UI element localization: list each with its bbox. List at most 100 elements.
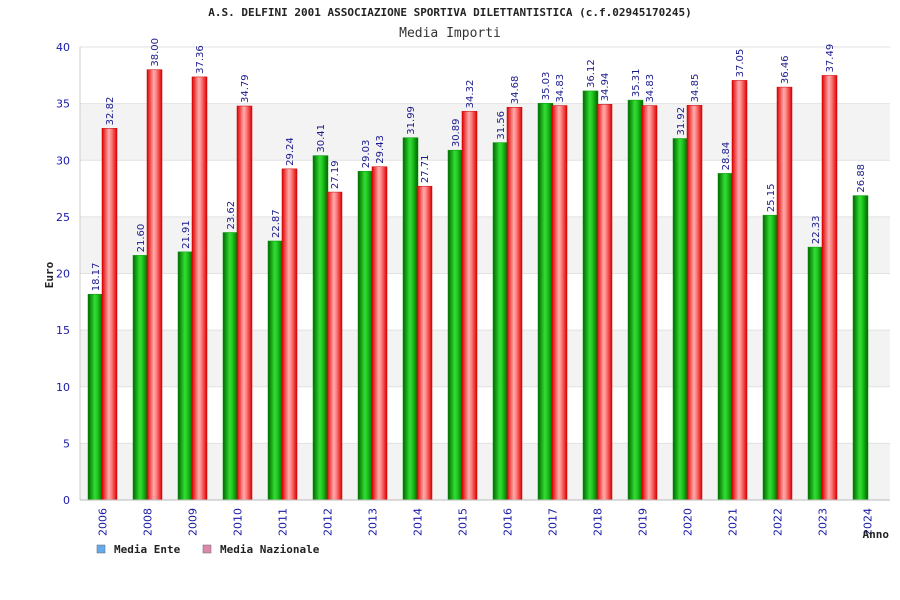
y-tick-label: 0 (63, 494, 70, 507)
y-tick-label: 20 (56, 268, 70, 281)
label-media-nazionale-2012: 27.19 (330, 160, 341, 189)
plot-band (80, 330, 890, 387)
legend-label-media-nazionale: Media Nazionale (220, 543, 320, 556)
y-tick-label: 25 (56, 211, 70, 224)
plot-band (80, 443, 890, 500)
label-media-ente-2023: 22.33 (811, 215, 822, 244)
y-tick-label: 40 (56, 41, 70, 54)
bar-media-nazionale-2023 (821, 75, 838, 501)
x-tick-label-2021: 2021 (727, 508, 740, 536)
plot-band (80, 386, 890, 444)
bar-media-nazionale-2015 (461, 111, 478, 501)
x-tick-label-2024: 2024 (862, 508, 875, 536)
bar-media-ente-2018 (582, 90, 599, 501)
bar-media-nazionale-2020 (686, 105, 703, 501)
bar-media-ente-2014 (402, 137, 419, 501)
y-tick-label: 30 (56, 154, 70, 167)
plot-band (80, 160, 890, 217)
plot-band (80, 103, 890, 161)
label-media-ente-2017: 35.03 (541, 72, 552, 101)
x-tick-label-2010: 2010 (232, 508, 245, 536)
y-tick-label: 5 (63, 437, 70, 450)
bar-media-ente-2013 (357, 170, 374, 501)
bar-media-ente-2022 (762, 214, 779, 501)
bar-media-nazionale-2008 (146, 69, 163, 501)
x-tick-labels: 2006 2008 2009 2010 2011 2012 2013 2014 2015 2016… (97, 508, 875, 536)
bar-media-nazionale-2017 (551, 105, 568, 501)
y-tick-labels: 0 5 10 15 20 25 30 35 40 (56, 41, 70, 507)
bar-media-nazionale-2013 (371, 166, 388, 501)
label-media-nazionale-2019: 34.83 (645, 74, 656, 103)
x-tick-label-2011: 2011 (277, 508, 290, 536)
label-media-ente-2020: 31.92 (676, 107, 687, 136)
x-tick-label-2020: 2020 (682, 508, 695, 536)
bar-media-ente-2021 (717, 173, 734, 501)
plot-background (80, 47, 890, 500)
y-axis-label: Euro (43, 261, 56, 288)
bar-media-ente-2011 (267, 240, 284, 501)
label-media-ente-2010: 23.62 (226, 201, 237, 230)
label-media-nazionale-2016: 34.68 (510, 76, 521, 105)
label-media-ente-2015: 30.89 (451, 119, 462, 148)
label-media-nazionale-2018: 34.94 (600, 73, 611, 102)
label-media-ente-2009: 21.91 (181, 220, 192, 249)
label-media-nazionale-2009: 37.36 (195, 45, 206, 74)
bar-media-nazionale-2022 (776, 86, 793, 501)
x-tick-label-2012: 2012 (322, 508, 335, 536)
x-tick-label-2006: 2006 (97, 508, 110, 536)
y-tick-label: 10 (56, 381, 70, 394)
bar-media-nazionale-2014 (416, 185, 433, 501)
label-media-nazionale-2015: 34.32 (465, 80, 476, 109)
bar-media-ente-2010 (222, 232, 239, 501)
x-tick-label-2018: 2018 (592, 508, 605, 536)
label-media-ente-2012: 30.41 (316, 124, 327, 153)
bar-media-nazionale-2006 (101, 128, 118, 501)
bar-media-nazionale-2011 (281, 168, 298, 501)
label-media-nazionale-2013: 29.43 (375, 135, 386, 164)
x-tick-label-2022: 2022 (772, 508, 785, 536)
label-media-nazionale-2020: 34.85 (690, 74, 701, 103)
bar-media-nazionale-2018 (596, 104, 613, 501)
label-media-ente-2013: 29.03 (361, 140, 372, 169)
x-tick-label-2015: 2015 (457, 508, 470, 536)
x-tick-label-2019: 2019 (637, 508, 650, 536)
bar-media-nazionale-2016 (506, 106, 523, 501)
label-media-nazionale-2022: 36.46 (780, 55, 791, 84)
label-media-ente-2016: 31.56 (496, 111, 507, 140)
bar-media-nazionale-2019 (641, 105, 658, 501)
bar-media-ente-2020 (672, 138, 689, 501)
label-media-ente-2006: 18.17 (91, 263, 102, 292)
x-tick-label-2008: 2008 (142, 508, 155, 536)
label-media-nazionale-2017: 34.83 (555, 74, 566, 103)
bar-media-ente-2012 (312, 155, 329, 501)
chart-title: A.S. DELFINI 2001 ASSOCIAZIONE SPORTIVA … (208, 6, 691, 19)
plot-band (80, 273, 890, 331)
bar-media-ente-2024 (852, 195, 869, 501)
bar-media-ente-2016 (492, 142, 509, 501)
label-media-nazionale-2008: 38.00 (150, 38, 161, 67)
plot-band (80, 216, 890, 274)
x-axis-label: Anno (863, 528, 890, 541)
label-media-ente-2024: 26.88 (856, 164, 867, 193)
data-labels: 18.17 32.82 21.60 38.00 21.91 37.36 23.62 34.79… (91, 38, 867, 291)
bar-media-ente-2017 (537, 103, 554, 501)
bar-media-nazionale-2021 (731, 80, 748, 501)
bar-media-ente-2009 (177, 251, 194, 501)
x-tick-label-2014: 2014 (412, 508, 425, 536)
label-media-ente-2014: 31.99 (406, 106, 417, 135)
bar-media-nazionale-2012 (326, 191, 343, 501)
axes (79, 47, 890, 501)
label-media-ente-2011: 22.87 (271, 209, 282, 238)
x-tick-label-2013: 2013 (367, 508, 380, 536)
label-media-ente-2022: 25.15 (766, 184, 777, 213)
label-media-nazionale-2011: 29.24 (285, 137, 296, 166)
bar-media-nazionale-2010 (236, 105, 253, 501)
x-tick-label-2009: 2009 (187, 508, 200, 536)
x-tick-label-2016: 2016 (502, 508, 515, 536)
bar-media-ente-2008 (132, 255, 149, 501)
x-tick-label-2023: 2023 (817, 508, 830, 536)
legend-swatch-media-nazionale (202, 544, 212, 554)
label-media-nazionale-2010: 34.79 (240, 74, 251, 103)
y-tick-label: 15 (56, 324, 70, 337)
